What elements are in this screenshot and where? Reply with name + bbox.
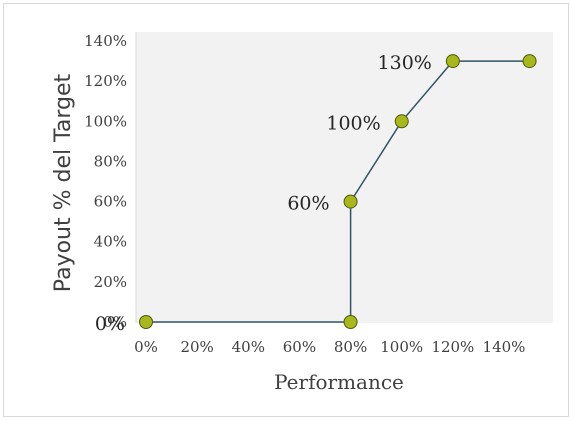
y-axis-title: Payout % del Target — [51, 73, 76, 292]
y-tick-label: 100% — [84, 112, 127, 130]
data-label: 130% — [378, 52, 432, 74]
data-label: 60% — [287, 193, 329, 215]
x-axis-title: Performance — [274, 370, 404, 394]
data-point — [139, 315, 153, 329]
y-tick-label: 40% — [94, 233, 127, 251]
data-label: 0% — [95, 313, 125, 335]
series-line — [146, 60, 530, 323]
x-tick-label: 80% — [334, 338, 367, 356]
y-tick-label: 120% — [84, 72, 127, 90]
y-tick-label: 20% — [94, 273, 127, 291]
x-tick-label: 100% — [380, 338, 423, 356]
x-tick-label: 140% — [483, 338, 526, 356]
data-point — [343, 194, 358, 209]
x-tick-labels: 0% 20% 40% 60% 80% 100% 120% 140% — [134, 338, 525, 356]
y-tick-label: 0% — [103, 313, 127, 331]
series-group — [139, 54, 537, 329]
y-tick-label: 60% — [94, 193, 127, 211]
x-tick-label: 20% — [180, 338, 213, 356]
x-tick-label: 0% — [134, 338, 158, 356]
data-label: 100% — [326, 112, 380, 134]
data-point — [343, 315, 358, 329]
y-tick-label: 140% — [84, 32, 127, 50]
plot-area — [136, 32, 553, 323]
y-tick-label: 80% — [94, 152, 127, 170]
data-point — [394, 114, 409, 129]
y-tick-labels: 0% 20% 40% 60% 80% 100% 120% 140% — [84, 32, 127, 331]
x-tick-label: 60% — [283, 338, 316, 356]
data-point — [522, 54, 537, 69]
x-tick-label: 40% — [232, 338, 265, 356]
data-point — [445, 54, 460, 69]
data-labels: 0% 60% 100% 130% — [95, 52, 432, 335]
x-tick-label: 120% — [431, 338, 474, 356]
